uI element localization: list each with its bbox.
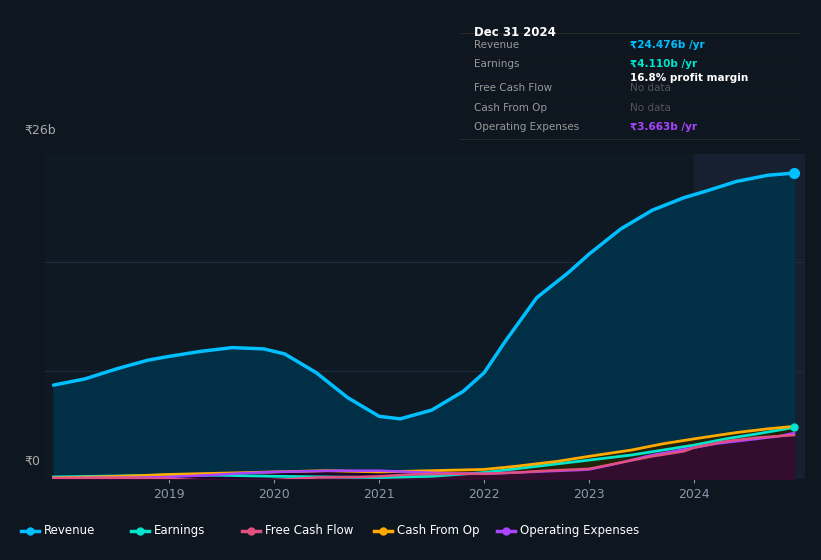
Text: ₹4.110b /yr: ₹4.110b /yr bbox=[630, 59, 697, 69]
Bar bbox=[695, 154, 805, 479]
Text: Earnings: Earnings bbox=[474, 59, 519, 69]
Text: Revenue: Revenue bbox=[44, 524, 95, 538]
Text: ₹0: ₹0 bbox=[25, 455, 40, 468]
Text: ₹24.476b /yr: ₹24.476b /yr bbox=[630, 40, 704, 50]
Text: Cash From Op: Cash From Op bbox=[474, 102, 547, 113]
Text: No data: No data bbox=[630, 83, 671, 93]
Text: ₹26b: ₹26b bbox=[25, 124, 57, 137]
Text: Operating Expenses: Operating Expenses bbox=[474, 122, 579, 132]
Text: 16.8% profit margin: 16.8% profit margin bbox=[630, 73, 748, 83]
Text: Free Cash Flow: Free Cash Flow bbox=[265, 524, 354, 538]
Text: Dec 31 2024: Dec 31 2024 bbox=[474, 26, 556, 39]
Text: Free Cash Flow: Free Cash Flow bbox=[474, 83, 552, 93]
Text: Earnings: Earnings bbox=[154, 524, 206, 538]
Text: No data: No data bbox=[630, 102, 671, 113]
Text: Operating Expenses: Operating Expenses bbox=[520, 524, 639, 538]
Text: Cash From Op: Cash From Op bbox=[397, 524, 479, 538]
Text: Revenue: Revenue bbox=[474, 40, 519, 50]
Text: ₹3.663b /yr: ₹3.663b /yr bbox=[630, 122, 697, 132]
